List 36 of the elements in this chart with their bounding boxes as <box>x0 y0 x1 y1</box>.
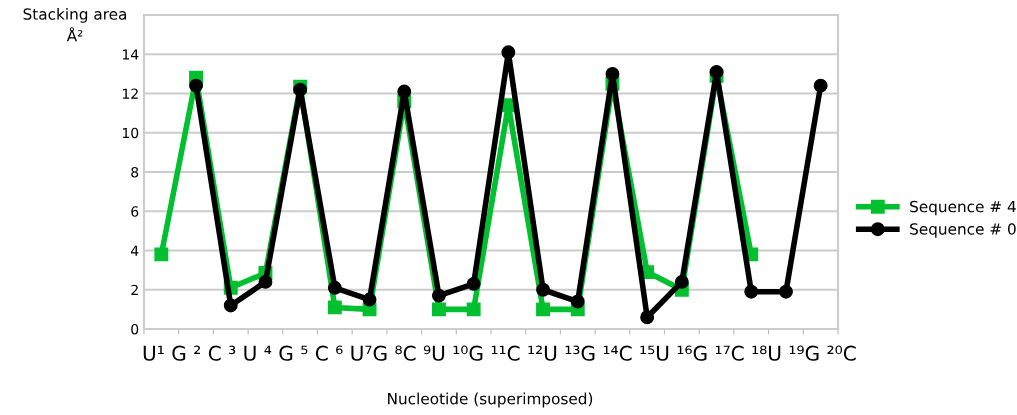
y-tick-label: 10 <box>122 127 139 139</box>
point <box>744 284 759 299</box>
point <box>154 247 169 262</box>
y-tick-label: 4 <box>130 245 139 256</box>
x-axis-title: Nucleotide (superimposed) <box>388 392 593 408</box>
legend-label: Sequence # 4 <box>910 200 1016 216</box>
legend-label: Sequence # 0 <box>910 223 1016 238</box>
y-tick-label: 8 <box>131 166 139 178</box>
y-axis-title: Stacking area Å² <box>23 8 127 42</box>
y-tick-label: 2 <box>131 284 138 296</box>
point <box>605 66 620 81</box>
point <box>223 298 238 313</box>
y-tick-label: 0 <box>131 323 139 335</box>
point <box>779 284 793 299</box>
point <box>536 302 550 317</box>
point <box>397 84 412 99</box>
point <box>189 78 203 93</box>
point <box>432 288 446 303</box>
text: U¹ G ² C ³ U ⁴ G ⁵ C ⁶ U⁷G ⁸C ⁹U ¹⁰G ¹¹C ¹²U ¹³G ¹⁴C ¹⁵U ¹⁶G ¹⁷C ¹⁸U ¹⁹G ²⁰C <box>143 345 856 361</box>
y-tick-label: 6 <box>131 206 139 217</box>
point <box>674 274 689 289</box>
point <box>362 292 377 307</box>
point <box>501 45 516 60</box>
point <box>327 280 342 295</box>
point <box>709 64 724 79</box>
y-tick-label: 14 <box>122 49 139 60</box>
point <box>327 300 342 315</box>
point <box>640 310 655 325</box>
point <box>466 276 481 291</box>
point <box>432 302 446 317</box>
point <box>570 294 585 309</box>
y-tick-label: 12 <box>122 88 138 99</box>
point <box>813 78 828 93</box>
point <box>258 274 273 289</box>
point <box>466 302 481 317</box>
point <box>536 282 550 297</box>
